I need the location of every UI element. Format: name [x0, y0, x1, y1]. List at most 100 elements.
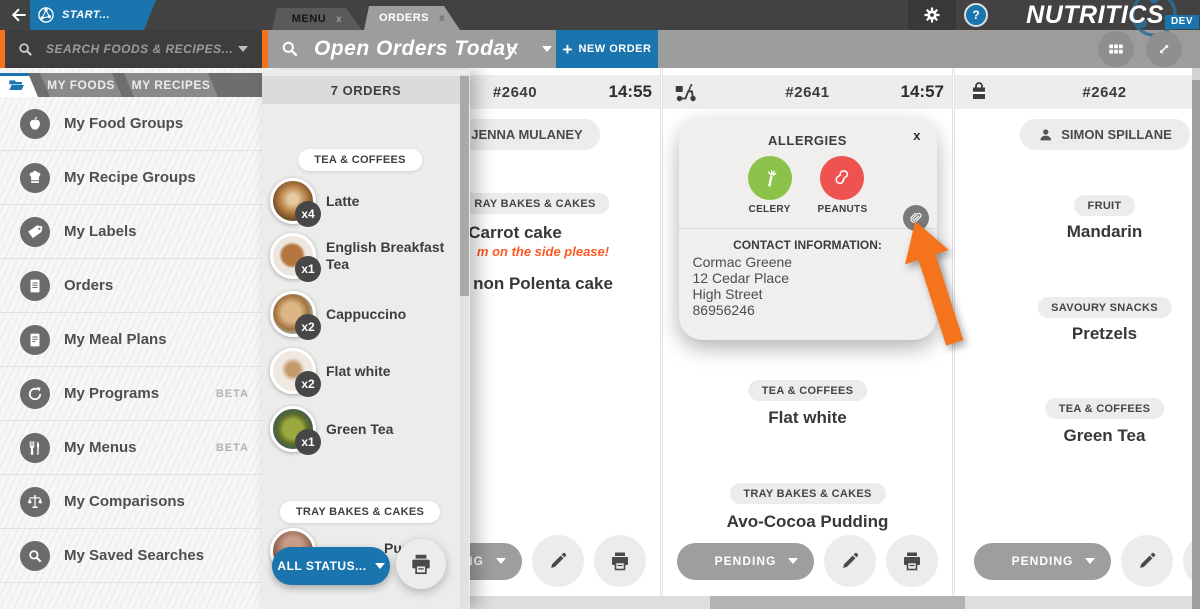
printer-icon: [904, 552, 920, 571]
status-caret-icon: [1085, 558, 1095, 564]
green-tea-photo: x1: [270, 406, 321, 455]
summary-item-green-tea[interactable]: x1 Green Tea: [270, 403, 450, 455]
customer-name: JENNA MULANEY: [471, 127, 583, 142]
window-vertical-scrollbar[interactable]: [1192, 68, 1200, 609]
status-filter-caret-icon: [374, 563, 385, 569]
allergy-label: CELERY: [748, 204, 791, 215]
category-pill: TEA & COFFEES: [298, 149, 422, 171]
sidebar-item-my-food-groups[interactable]: My Food Groups: [0, 97, 265, 151]
sidebar: MY FOODS MY RECIPES My Food Groups: [0, 68, 265, 609]
order-item: non Polenta cake: [473, 274, 613, 293]
quantity-badge: x2: [295, 314, 321, 340]
sidebar-item-label: My Labels: [64, 223, 137, 240]
status-dropdown[interactable]: PENDING: [974, 542, 1111, 580]
grid-icon: [1109, 44, 1123, 54]
contact-line: High Street: [692, 286, 763, 302]
status-dropdown[interactable]: PENDING: [677, 542, 814, 580]
tab-menu-close-icon[interactable]: x: [336, 13, 343, 25]
vertical-scrollbar-thumb[interactable]: [1192, 80, 1200, 609]
quantity-badge: x4: [295, 201, 321, 227]
edit-order-button[interactable]: [1121, 535, 1173, 587]
sidebar-item-my-programs[interactable]: My Programs BETA: [0, 367, 265, 421]
person-icon: [1039, 128, 1051, 140]
orders-search-bar[interactable]: Open Orders Today x: [262, 30, 1200, 68]
summary-item-cappuccino[interactable]: x2 Cappuccino: [270, 288, 450, 340]
edit-order-button[interactable]: [824, 535, 876, 587]
quantity-badge: x1: [295, 429, 321, 455]
panel-scrollbar-thumb[interactable]: [460, 76, 469, 296]
sidebar-item-my-comparisons[interactable]: My Comparisons: [0, 475, 265, 529]
settings-button[interactable]: [908, 0, 956, 30]
category-pill: TRAY BAKES & CAKES: [279, 501, 441, 523]
customer-name: SIMON SPILLANE: [1061, 127, 1172, 142]
tag-icon: [20, 216, 50, 247]
tab-menu[interactable]: MENU x: [272, 8, 362, 30]
sidebar-item-label: My Saved Searches: [64, 547, 205, 564]
tab-orders[interactable]: ORDERS x: [364, 6, 460, 30]
board-horizontal-scrollbar[interactable]: [470, 596, 1192, 609]
sidebar-item-label: My Programs: [64, 385, 160, 402]
tab-my-foods[interactable]: MY FOODS: [40, 73, 122, 97]
nutritics-molecule-icon: [36, 5, 56, 25]
tea-photo: x1: [270, 233, 321, 282]
tab-my-recipes[interactable]: MY RECIPES: [124, 73, 218, 97]
orders-search-clear-icon[interactable]: x: [510, 41, 518, 57]
back-arrow-icon[interactable]: [8, 5, 30, 25]
delivery-scooter-icon: [673, 79, 699, 105]
help-button[interactable]: ?: [964, 3, 988, 27]
gear-icon: [924, 7, 940, 23]
foods-search-caret-icon[interactable]: [238, 46, 248, 52]
question-mark-icon: ?: [972, 8, 980, 22]
allergy-label: PEANUTS: [817, 204, 868, 215]
order-card-header: #2641 14:57: [663, 75, 952, 109]
chef-hat-icon: [20, 162, 50, 193]
sidebar-item-my-labels[interactable]: My Labels: [0, 205, 265, 259]
print-summary-button[interactable]: [396, 539, 446, 589]
sidebar-item-orders[interactable]: Orders: [0, 259, 265, 313]
sidebar-item-my-meal-plans[interactable]: My Meal Plans: [0, 313, 265, 367]
edit-order-button[interactable]: [531, 535, 584, 587]
flat-white-photo: x2: [270, 348, 321, 397]
tab-orders-close-icon[interactable]: x: [439, 12, 446, 24]
start-button[interactable]: START...: [30, 0, 156, 30]
pencil-icon: [1140, 552, 1156, 568]
tab-my-folders[interactable]: [0, 73, 38, 97]
tab-orders-label: ORDERS: [378, 12, 429, 24]
order-item: Mandarin: [1066, 222, 1143, 241]
grid-view-button[interactable]: [1098, 31, 1134, 67]
order-item-note: m on the side please!: [476, 244, 610, 259]
fullscreen-button[interactable]: [1146, 31, 1182, 67]
clipboard-icon: [20, 324, 50, 355]
summary-item-english-breakfast-tea[interactable]: x1 English Breakfast Tea: [270, 230, 450, 282]
status-label: PENDING: [1011, 554, 1074, 568]
orders-search-caret-icon[interactable]: [542, 46, 552, 52]
foods-search-bar[interactable]: SEARCH FOODS & RECIPES...: [0, 30, 262, 68]
sidebar-item-my-menus[interactable]: My Menus BETA: [0, 421, 265, 475]
scales-icon: [20, 486, 50, 517]
new-order-button[interactable]: + NEW ORDER: [556, 30, 658, 68]
panel-scrollbar[interactable]: [460, 74, 469, 609]
order-item: Avo-Cocoa Pudding: [726, 512, 889, 531]
tab-menu-label: MENU: [291, 13, 327, 25]
pencil-icon: [843, 552, 859, 568]
horizontal-scrollbar-thumb[interactable]: [710, 596, 965, 609]
customer-pill[interactable]: SIMON SPILLANE: [1019, 119, 1190, 150]
print-order-button[interactable]: [593, 535, 646, 587]
plus-icon: +: [562, 39, 573, 59]
summary-item-flat-white[interactable]: x2 Flat white: [270, 345, 450, 397]
sidebar-item-my-saved-searches[interactable]: My Saved Searches: [0, 529, 265, 583]
order-card-2641: #2641 14:57 ALLERGIES x CELERY: [662, 68, 953, 596]
attachment-button[interactable]: [902, 205, 929, 231]
new-order-label: NEW ORDER: [578, 43, 652, 55]
print-order-button[interactable]: [886, 535, 938, 587]
cutlery-icon: [20, 432, 50, 463]
orders-summary-panel: 7 ORDERS TEA & COFFEES x4 Latte x1 Engli…: [262, 70, 470, 609]
sidebar-item-my-recipe-groups[interactable]: My Recipe Groups: [0, 151, 265, 205]
dev-badge: DEV: [1164, 15, 1199, 29]
order-item: Carrot cake: [468, 223, 562, 242]
summary-item-latte[interactable]: x4 Latte: [270, 175, 450, 227]
status-filter-dropdown[interactable]: ALL STATUS...: [272, 547, 390, 585]
start-button-label: START...: [62, 9, 110, 21]
popup-close-icon[interactable]: x: [913, 128, 921, 143]
